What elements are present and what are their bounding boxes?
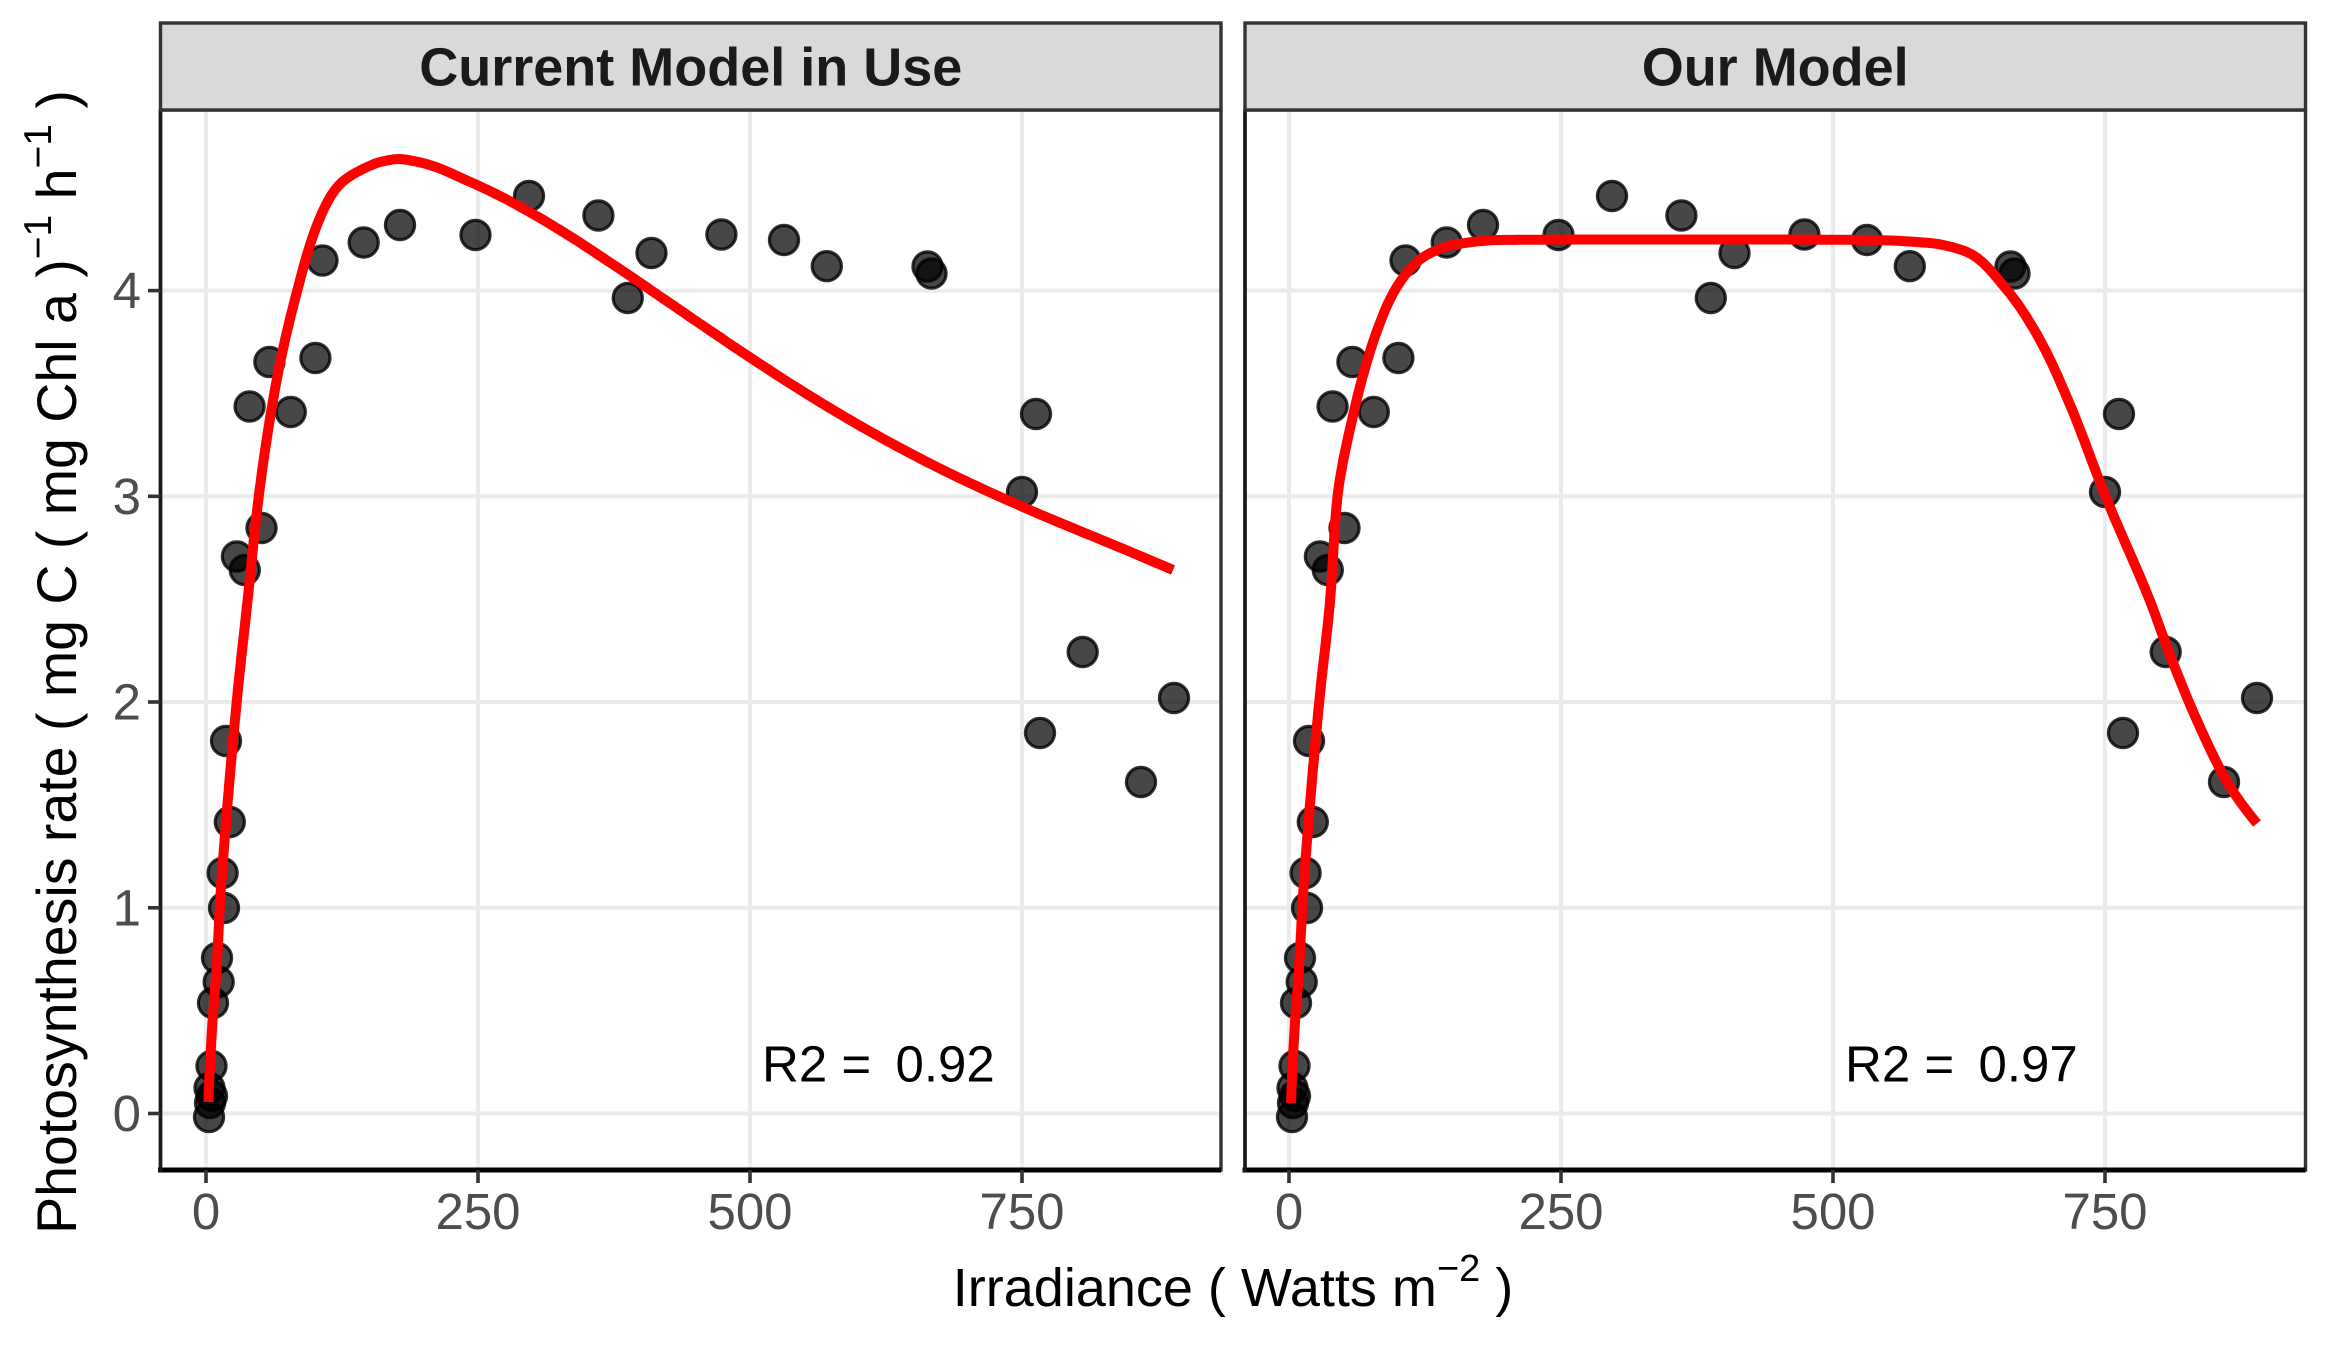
svg-text:Our Model: Our Model [1642, 38, 1909, 98]
svg-text:500: 500 [1790, 1183, 1875, 1240]
svg-text:750: 750 [979, 1183, 1064, 1240]
svg-text:4: 4 [113, 262, 141, 319]
svg-text:R2 = 0.92: R2 = 0.92 [762, 1036, 995, 1093]
svg-text:2: 2 [113, 674, 141, 731]
svg-text:Current Model in Use: Current Model in Use [419, 38, 962, 98]
svg-text:500: 500 [707, 1183, 792, 1240]
svg-text:250: 250 [1518, 1183, 1603, 1240]
svg-text:750: 750 [2062, 1183, 2147, 1240]
svg-text:Photosynthesis rate ( mg C ( m: Photosynthesis rate ( mg C ( mg Chl a )−… [17, 90, 88, 1234]
svg-text:0: 0 [113, 1085, 141, 1142]
svg-text:1: 1 [113, 879, 141, 936]
svg-text:0: 0 [192, 1183, 220, 1240]
svg-text:R2 = 0.97: R2 = 0.97 [1845, 1036, 2078, 1093]
svg-text:3: 3 [113, 468, 141, 525]
svg-text:Irradiance ( Watts m−2 ): Irradiance ( Watts m−2 ) [953, 1248, 1513, 1318]
svg-text:250: 250 [435, 1183, 520, 1240]
svg-text:0: 0 [1275, 1183, 1303, 1240]
